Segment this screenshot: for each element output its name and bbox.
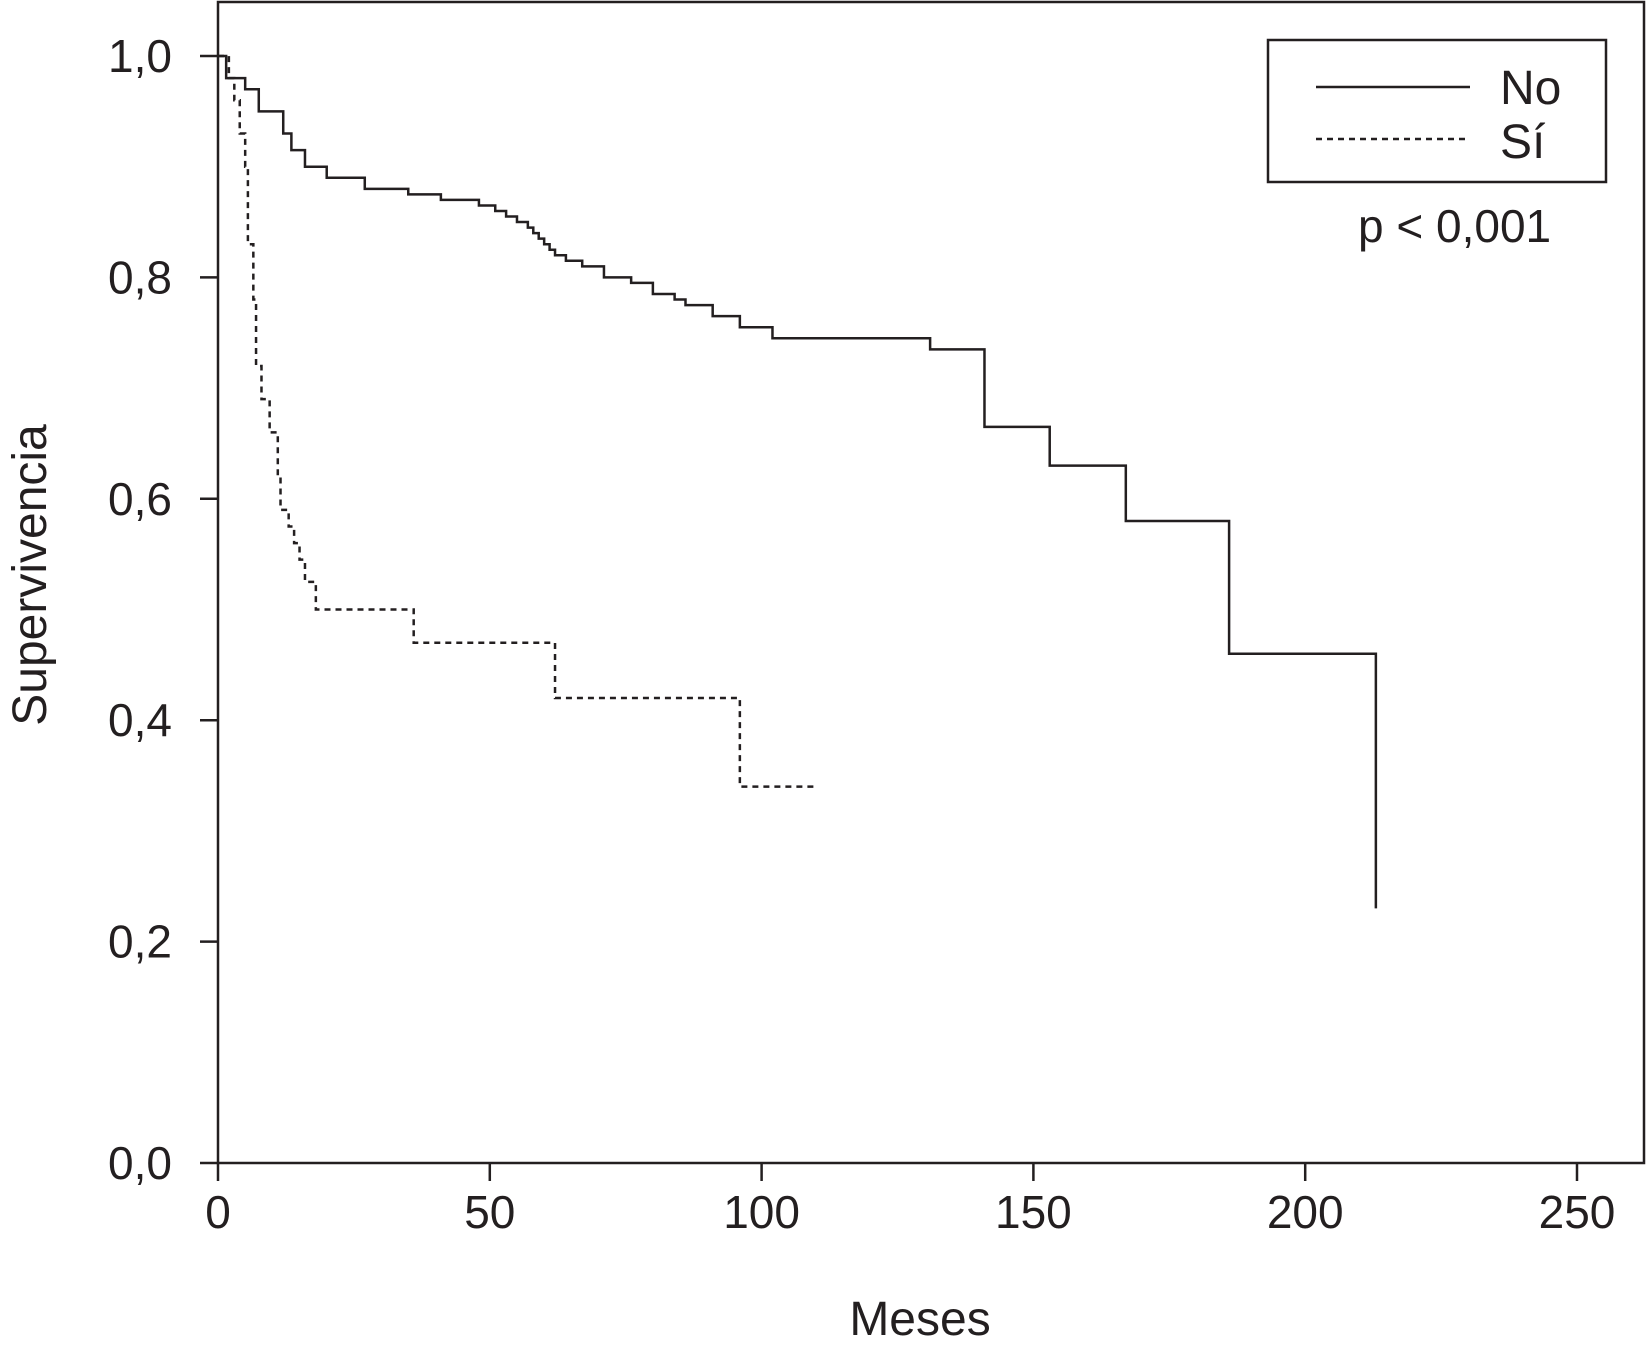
x-tick-label: 0 <box>205 1186 231 1238</box>
series-line-no <box>218 54 1378 909</box>
x-tick-label: 200 <box>1267 1186 1344 1238</box>
series-line-si <box>218 54 816 788</box>
x-axis: 0 50 100 150 200 250 <box>205 1163 1615 1238</box>
plot-frame <box>216 0 1646 1165</box>
legend-label-si: Sí <box>1500 116 1546 169</box>
series-layer <box>218 54 1378 909</box>
y-tick-label: 0,6 <box>108 473 172 525</box>
x-axis-title: Meses <box>849 1293 990 1346</box>
x-tick-label: 50 <box>464 1186 515 1238</box>
y-axis: 0,0 0,2 0,4 0,6 0,8 1,0 <box>108 30 218 1189</box>
y-tick-label: 0,0 <box>108 1137 172 1189</box>
y-axis-title: Supervivencia <box>4 424 57 726</box>
x-tick-label: 100 <box>723 1186 800 1238</box>
legend-label-no: No <box>1500 62 1561 115</box>
y-tick-label: 0,4 <box>108 694 172 746</box>
legend-box <box>1266 38 1608 184</box>
p-value-annotation: p < 0,001 <box>1358 200 1551 252</box>
y-tick-label: 0,8 <box>108 251 172 303</box>
x-tick-label: 150 <box>995 1186 1072 1238</box>
legend: No Sí <box>1266 38 1608 184</box>
x-tick-label: 250 <box>1539 1186 1616 1238</box>
y-tick-label: 0,2 <box>108 916 172 968</box>
y-tick-label: 1,0 <box>108 30 172 82</box>
